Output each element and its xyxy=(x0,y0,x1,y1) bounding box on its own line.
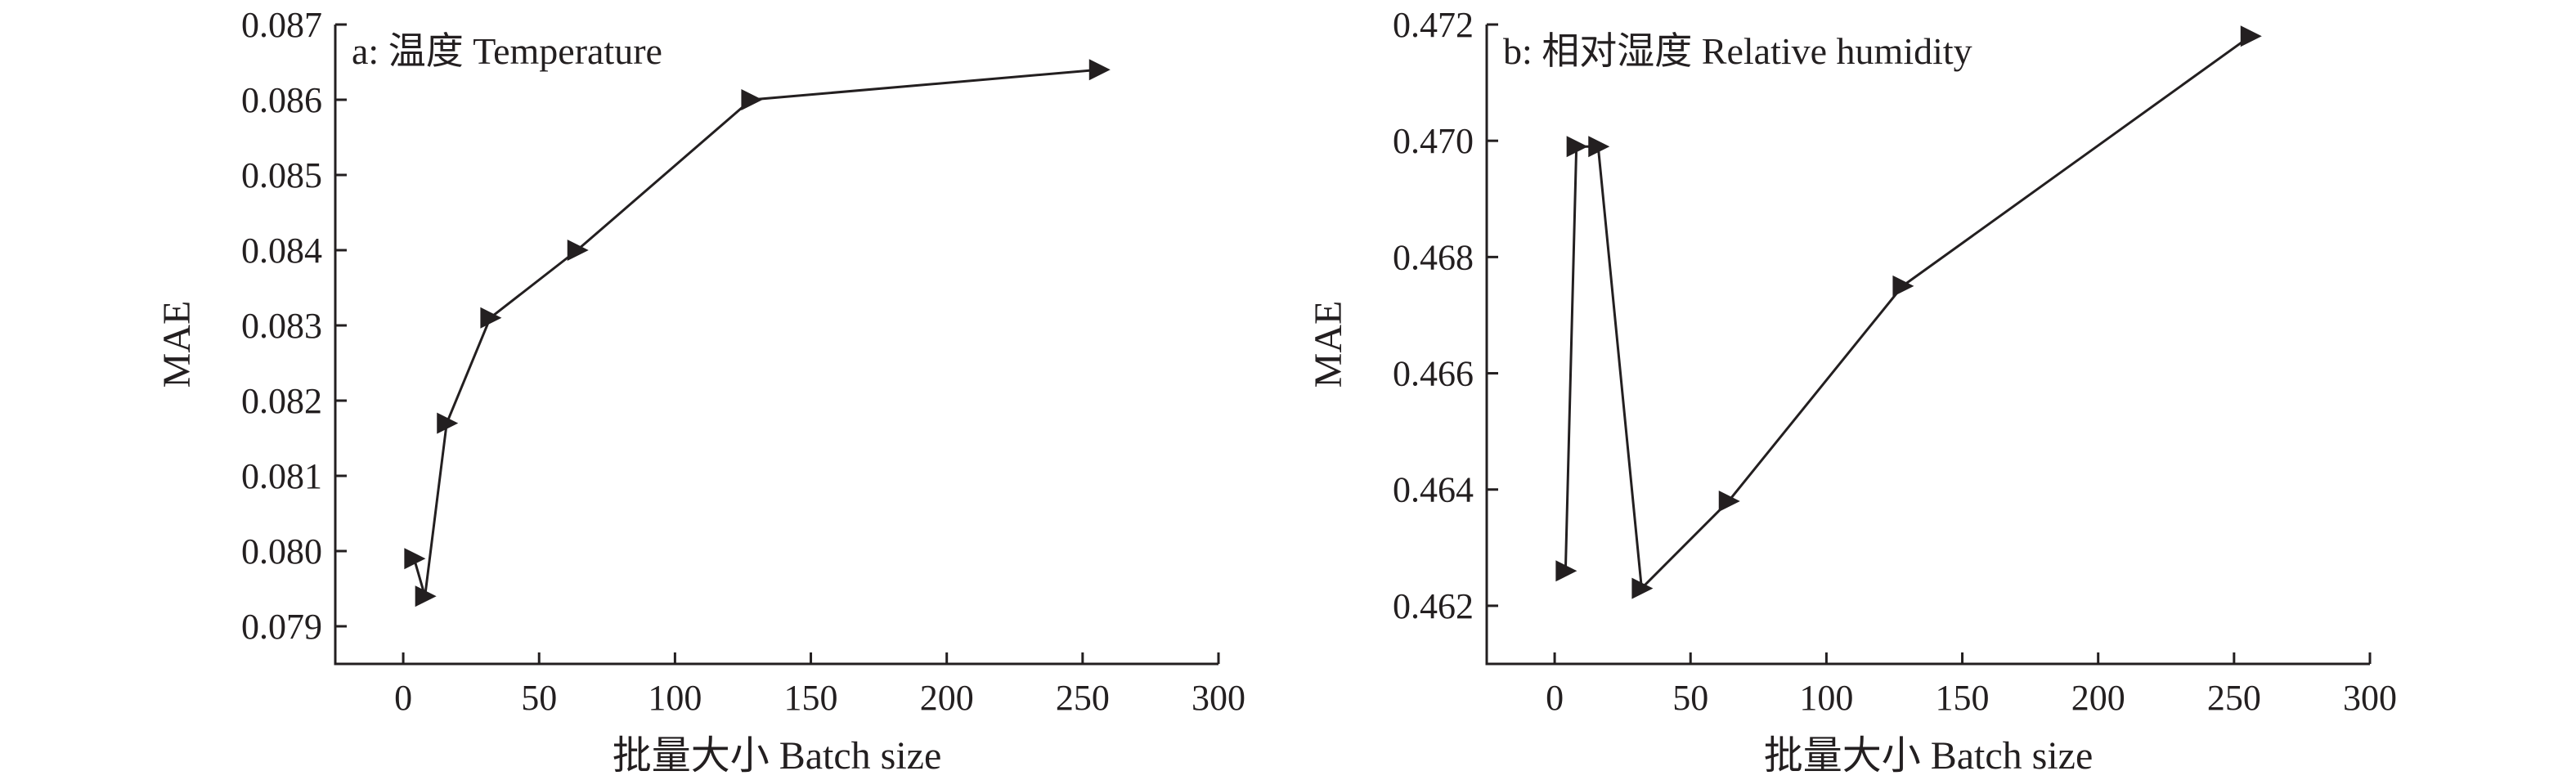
y-tick-label: 0.466 xyxy=(1393,354,1474,394)
y-tick-label: 0.462 xyxy=(1393,586,1474,626)
y-tick-label: 0.085 xyxy=(241,155,322,195)
data-point xyxy=(1718,490,1740,512)
axis-frame xyxy=(1485,25,2370,666)
x-tick-label: 150 xyxy=(1936,678,1990,718)
y-tick-label: 0.083 xyxy=(241,306,322,346)
x-tick-label: 0 xyxy=(1546,678,1564,718)
data-point xyxy=(1892,275,1914,297)
y-axis-title: MAE xyxy=(1307,301,1350,388)
x-tick-label: 100 xyxy=(1799,678,1853,718)
y-tick-label: 0.081 xyxy=(241,456,322,496)
y-tick-label: 0.084 xyxy=(241,231,322,271)
panel-title: a: 温度 Temperature xyxy=(352,30,662,72)
x-tick-label: 50 xyxy=(521,678,557,718)
panel-b: 0 50 100 150 200 250 300 0.462 0.464 0.466 0.468 0.… xyxy=(1307,5,2397,778)
data-point xyxy=(741,89,763,110)
x-axis-title: 批量大小 Batch size xyxy=(613,734,942,778)
x-tick-label: 250 xyxy=(2207,678,2261,718)
y-tick-label: 0.080 xyxy=(241,531,322,572)
data-point xyxy=(415,585,437,607)
data-point xyxy=(404,548,426,570)
data-point xyxy=(1631,577,1654,599)
data-point xyxy=(2240,25,2262,47)
y-tick-label: 0.470 xyxy=(1393,121,1474,161)
data-point xyxy=(567,240,589,261)
series-line xyxy=(412,68,1099,597)
x-tick-label: 250 xyxy=(1056,678,1110,718)
x-axis-title: 批量大小 Batch size xyxy=(1764,734,2094,778)
y-tick-label: 0.472 xyxy=(1393,5,1474,45)
data-point xyxy=(1588,136,1610,158)
x-tick-label: 300 xyxy=(2343,678,2397,718)
data-point xyxy=(1566,136,1588,158)
data-point xyxy=(1555,560,1577,582)
panel-title: b: 相对湿度 Relative humidity xyxy=(1503,30,1972,72)
x-tick-label: 50 xyxy=(1672,678,1708,718)
x-tick-label: 200 xyxy=(920,678,974,718)
y-axis-title: MAE xyxy=(155,301,199,388)
data-point xyxy=(437,412,459,434)
x-tick-label: 300 xyxy=(1192,678,1245,718)
data-point xyxy=(480,307,502,329)
y-tick-label: 0.082 xyxy=(241,381,322,421)
x-tick-label: 150 xyxy=(784,678,838,718)
x-tick-label: 100 xyxy=(648,678,702,718)
y-tick-label: 0.086 xyxy=(241,80,322,120)
y-tick-label: 0.087 xyxy=(241,5,322,45)
y-tick-label: 0.468 xyxy=(1393,237,1474,277)
x-tick-label: 200 xyxy=(2071,678,2125,718)
y-tick-label: 0.464 xyxy=(1393,470,1474,510)
data-point xyxy=(1088,59,1111,81)
x-tick-label: 0 xyxy=(394,678,412,718)
series-line xyxy=(1564,35,2251,591)
y-tick-label: 0.079 xyxy=(241,607,322,647)
panel-a: 0 50 100 150 200 250 300 0.079 0.080 0.081 0.082 0.… xyxy=(155,5,1245,778)
axis-frame xyxy=(334,25,1218,666)
